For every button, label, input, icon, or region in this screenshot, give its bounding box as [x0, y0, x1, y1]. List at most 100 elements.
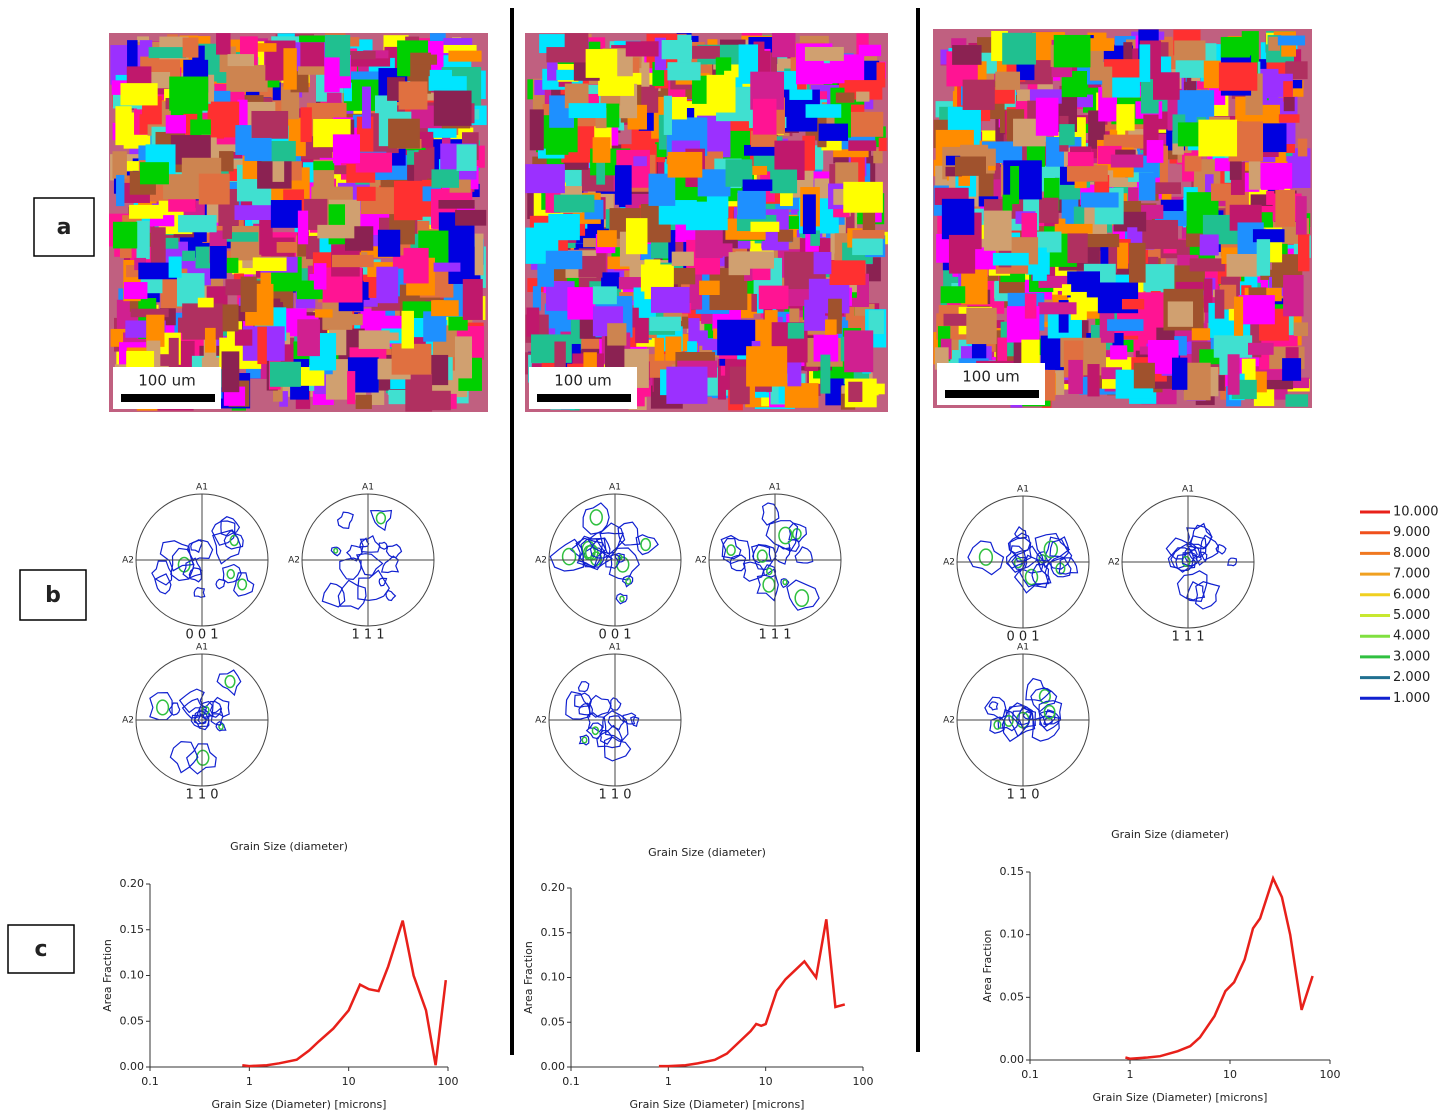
x-axis-label: Grain Size (Diameter) [microns] — [212, 1098, 387, 1111]
grain — [114, 161, 148, 171]
grain — [251, 110, 289, 139]
grain — [995, 71, 1021, 90]
pole-label: 1 1 1 — [351, 628, 384, 643]
grain — [297, 66, 331, 75]
grain — [1218, 62, 1258, 91]
x-tick-label: 10 — [1223, 1068, 1237, 1081]
grain — [149, 215, 175, 227]
x-tick-label: 100 — [438, 1075, 459, 1088]
grain — [818, 91, 828, 100]
y-tick-label: 0.15 — [1000, 865, 1025, 878]
contour — [355, 553, 384, 576]
grain — [671, 251, 694, 266]
grain — [1110, 154, 1144, 168]
grain — [405, 373, 433, 412]
contour — [1215, 543, 1227, 555]
grain — [810, 230, 820, 246]
grain — [1226, 253, 1260, 277]
grain — [1229, 156, 1242, 180]
grain — [355, 394, 372, 409]
grain — [330, 347, 366, 360]
grain — [1016, 60, 1035, 81]
grain — [533, 222, 554, 249]
grain — [1100, 244, 1109, 272]
grain — [235, 125, 252, 155]
grain — [1038, 302, 1077, 315]
legend-label: 1.000 — [1393, 691, 1430, 706]
grain — [537, 263, 554, 287]
grain — [835, 92, 855, 103]
label-box — [19, 569, 87, 621]
contour — [188, 567, 203, 583]
grain — [1247, 342, 1274, 355]
panel-label: c — [34, 937, 47, 962]
contour — [369, 509, 393, 532]
contour — [216, 669, 242, 697]
contour — [1013, 557, 1023, 569]
grain — [1061, 284, 1072, 296]
grain — [1153, 72, 1180, 100]
grain — [119, 241, 132, 259]
grain — [1189, 258, 1225, 272]
grain — [198, 173, 230, 205]
grain — [197, 297, 214, 308]
grain — [1138, 172, 1156, 201]
contour — [988, 701, 999, 711]
grain — [411, 54, 438, 65]
contour — [1050, 556, 1072, 578]
grain — [596, 159, 606, 185]
grain — [454, 336, 472, 379]
contour — [215, 578, 226, 590]
grain — [1293, 322, 1309, 337]
contour — [190, 713, 210, 728]
grain — [848, 140, 877, 151]
contour — [186, 539, 214, 562]
grain — [1219, 356, 1232, 375]
grain — [438, 200, 475, 209]
grain — [1282, 358, 1302, 381]
grain — [663, 310, 683, 321]
scale-bar-label: 100 um — [554, 372, 612, 390]
grain — [670, 96, 687, 120]
legend-label: 8.000 — [1393, 546, 1430, 561]
grain — [784, 383, 819, 408]
grain — [829, 260, 866, 286]
contour — [765, 520, 799, 552]
grain — [1191, 328, 1211, 341]
grain — [568, 103, 607, 119]
grain — [742, 179, 773, 191]
grain — [852, 230, 885, 239]
grain — [1285, 394, 1309, 407]
contour — [615, 593, 628, 605]
grain — [1083, 233, 1120, 248]
grain — [234, 205, 276, 220]
grain — [358, 330, 390, 349]
contour — [607, 715, 625, 731]
grain — [805, 104, 842, 118]
grain — [532, 286, 541, 311]
contour — [193, 710, 209, 725]
contour — [574, 692, 593, 708]
x-tick-label: 10 — [759, 1075, 773, 1088]
grain — [1035, 97, 1059, 136]
grain — [1252, 229, 1285, 243]
contour — [1181, 552, 1198, 567]
grain — [356, 186, 376, 201]
grain — [941, 198, 975, 240]
grain — [772, 33, 796, 58]
grain — [529, 109, 544, 151]
pole-label: 0 0 1 — [1006, 630, 1039, 645]
contour — [1005, 545, 1026, 569]
grain — [122, 215, 157, 224]
contour — [629, 716, 640, 727]
grain — [1233, 296, 1244, 336]
grain — [401, 310, 414, 349]
pole-axis-label: A2 — [122, 716, 134, 726]
grain — [216, 33, 231, 55]
grain — [1248, 287, 1267, 297]
grain — [1103, 134, 1146, 149]
grain — [204, 327, 216, 353]
pole-axis-label: A1 — [1182, 485, 1194, 495]
contour — [582, 502, 610, 535]
contour — [149, 691, 173, 721]
